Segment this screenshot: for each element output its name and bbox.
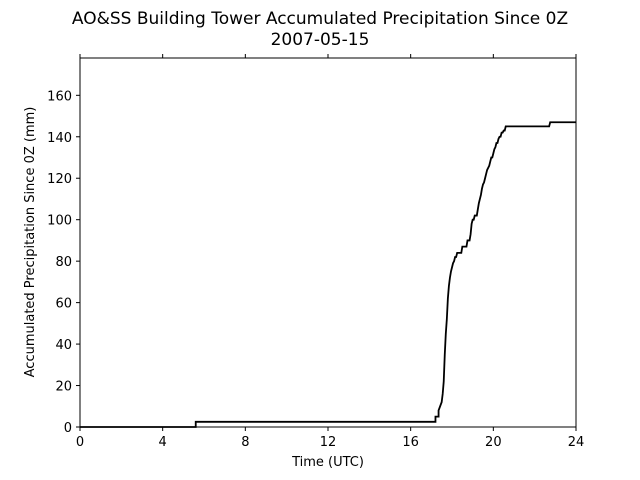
x-tick-label: 16 [402,435,419,450]
chart-subtitle: 2007-05-15 [271,30,370,50]
x-tick-label: 12 [320,435,337,450]
x-axis-ticks: 0 4 8 12 16 20 24 [76,54,584,450]
precipitation-series-line [80,121,576,428]
y-tick-label: 140 [47,131,72,146]
y-tick-label: 60 [55,297,72,312]
y-axis-ticks: 0 20 40 60 80 100 120 140 160 [47,89,80,436]
x-tick-label: 8 [241,435,249,450]
y-axis-label: Accumulated Precipitation Since 0Z (mm) [23,107,38,378]
plot-frame [79,57,577,428]
y-tick-label: 40 [55,338,72,353]
y-tick-label: 120 [47,172,72,187]
x-axis-label: Time (UTC) [291,455,364,470]
chart-title: AO&SS Building Tower Accumulated Precipi… [72,9,568,29]
y-tick-label: 100 [47,214,72,229]
y-tick-label: 80 [55,255,72,270]
x-tick-label: 0 [76,435,84,450]
y-tick-label: 160 [47,89,72,104]
y-tick-label: 0 [64,421,72,436]
y-tick-label: 20 [55,380,72,395]
x-tick-label: 24 [568,435,585,450]
x-tick-label: 4 [159,435,167,450]
x-tick-label: 20 [485,435,502,450]
